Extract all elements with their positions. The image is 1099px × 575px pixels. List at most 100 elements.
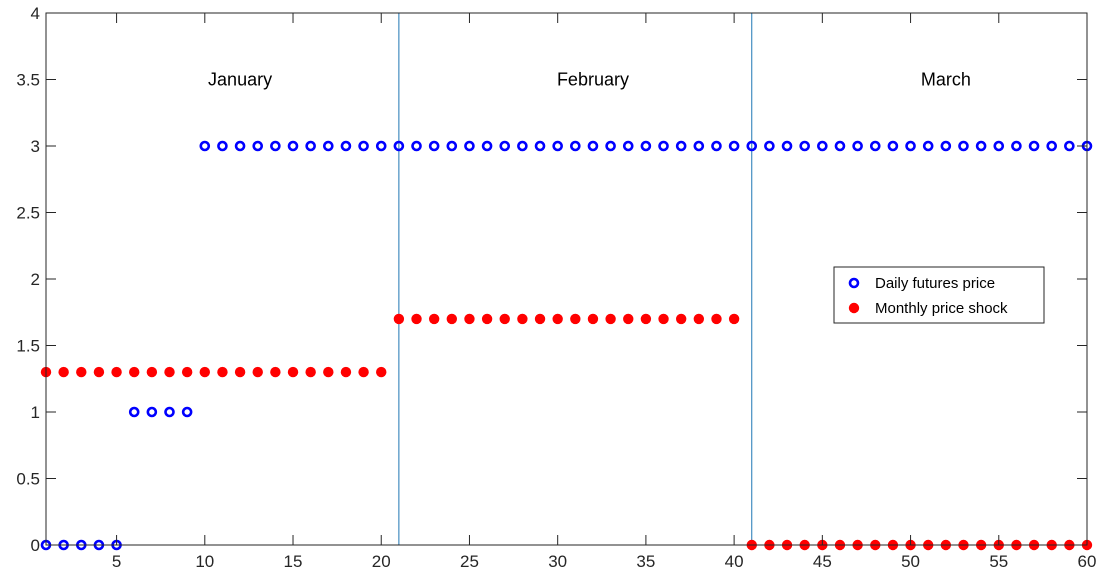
data-point [517, 313, 528, 325]
data-point [164, 406, 175, 418]
data-point [940, 140, 952, 152]
data-point [975, 140, 987, 152]
data-point [305, 140, 316, 152]
data-point [958, 140, 969, 152]
data-point [217, 366, 228, 378]
data-point [764, 140, 775, 152]
data-point [128, 406, 140, 418]
data-point [305, 366, 316, 378]
data-point [711, 140, 722, 152]
data-point [323, 366, 334, 378]
data-point [58, 366, 69, 378]
data-point [622, 140, 634, 152]
data-point [411, 313, 422, 325]
data-point [340, 140, 352, 152]
data-point [234, 140, 246, 152]
data-point [587, 140, 599, 152]
x-tick-label: 5 [112, 552, 121, 571]
data-point [781, 140, 793, 152]
data-point [411, 140, 422, 152]
data-point [375, 140, 387, 152]
data-point [693, 140, 705, 152]
data-point [1028, 140, 1040, 152]
data-point [746, 140, 758, 152]
x-tick-label: 50 [901, 552, 920, 571]
data-point [340, 366, 352, 378]
y-tick-label: 1.5 [16, 337, 40, 356]
y-tick-label: 3 [31, 137, 40, 156]
y-tick-label: 3.5 [16, 71, 40, 90]
data-point [587, 313, 599, 325]
data-point [270, 140, 281, 152]
axes-layer: 5 10 15 20 25 30 35 40 45 50 55 60 0 0.5 1 1.5 2 2.5 3 3.5 4 [16, 4, 1096, 571]
series-layer [40, 140, 1093, 551]
data-point [199, 140, 211, 152]
vertical-lines [398, 13, 753, 545]
data-point [464, 140, 475, 152]
data-point [570, 313, 581, 325]
data-point [728, 140, 740, 152]
data-point [887, 140, 899, 152]
data-point [446, 313, 458, 325]
y-tick-label: 0 [31, 536, 40, 555]
data-point [852, 140, 863, 152]
data-point [358, 140, 369, 152]
x-tick-label: 55 [989, 552, 1008, 571]
data-point [517, 140, 528, 152]
data-point [993, 140, 1005, 152]
data-point [287, 140, 299, 152]
data-point [675, 313, 687, 325]
data-point [658, 313, 669, 325]
data-point [252, 140, 264, 152]
data-point [252, 366, 263, 378]
month-annotation: February [557, 70, 629, 90]
data-point [146, 366, 158, 378]
data-point [481, 313, 493, 325]
data-point [393, 313, 405, 325]
legend-box [833, 266, 1045, 324]
data-point [728, 313, 740, 325]
data-point [376, 366, 387, 378]
data-point [693, 313, 705, 325]
data-point [675, 140, 687, 152]
data-point [199, 366, 210, 378]
legend-label: Monthly price shock [875, 300, 1008, 317]
x-tick-label: 30 [548, 552, 567, 571]
data-point [111, 366, 122, 378]
x-tick-label: 10 [195, 552, 214, 571]
data-point [869, 140, 881, 152]
data-point [817, 140, 828, 152]
data-point [93, 366, 105, 378]
data-point [499, 313, 510, 325]
data-point [217, 140, 228, 152]
data-point [1011, 140, 1022, 152]
legend-marker [848, 302, 860, 314]
data-point [534, 140, 546, 152]
data-point [640, 313, 652, 325]
data-point [270, 366, 281, 378]
y-tick-label: 0.5 [16, 470, 40, 489]
data-point [799, 140, 810, 152]
data-point [323, 140, 334, 152]
data-point [605, 140, 616, 152]
data-point [605, 313, 616, 325]
x-tick-label: 45 [813, 552, 832, 571]
data-point [234, 366, 246, 378]
data-point [1046, 140, 1058, 152]
data-point [623, 313, 634, 325]
month-annotation: January [208, 70, 272, 90]
month-annotation: March [921, 70, 971, 90]
data-point [711, 313, 722, 325]
y-tick-label: 4 [31, 4, 40, 23]
data-point [428, 140, 440, 152]
data-point [481, 140, 493, 152]
data-point [129, 366, 140, 378]
data-point [922, 140, 934, 152]
data-point [534, 313, 546, 325]
data-point [146, 406, 158, 418]
data-point [393, 140, 405, 152]
data-point [1064, 140, 1075, 152]
data-point [464, 313, 475, 325]
y-tick-label: 1 [31, 403, 40, 422]
